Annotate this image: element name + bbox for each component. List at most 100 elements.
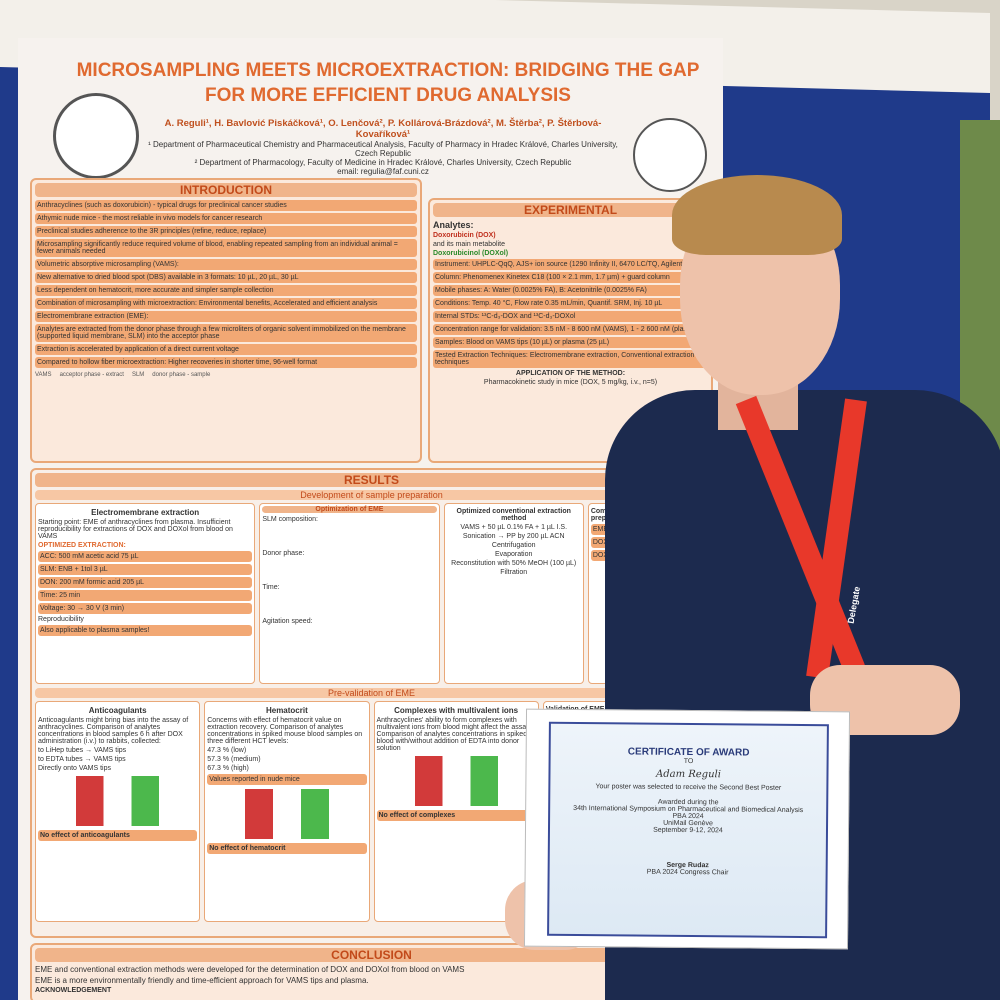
panel-title: Electromembrane extraction (91, 508, 200, 517)
label: Doxorubicin (DOX) (433, 232, 496, 239)
step: ACC: 500 mM acetic acid 75 µL (38, 551, 253, 562)
step: SLM: ENB + 1tol 3 µL (38, 564, 253, 575)
affiliation: ² Department of Pharmacology, Faculty of… (194, 158, 572, 167)
result: No effect of hematocrit (207, 843, 367, 854)
certificate: CERTIFICATE OF AWARD TO Adam Reguli Your… (523, 708, 851, 950)
conclusion-line: EME and conventional extraction methods … (35, 965, 465, 974)
panel: Electromembrane extraction Starting point… (35, 503, 256, 684)
experimental-line: Concentration range for validation: 3.5 … (433, 324, 708, 335)
chart-label: Donor phase: (262, 550, 305, 557)
email: email: regulia@faf.cuni.cz (337, 167, 429, 176)
text: Your poster was selected to receive the … (595, 783, 782, 792)
note: Also applicable to plasma samples! (38, 625, 253, 636)
item: to LiHep tubes → VAMS tips (38, 747, 127, 754)
step: Sonication → PP by 200 µL ACN (462, 533, 565, 540)
chart-title: Reproducibility (38, 616, 84, 623)
experimental-line: Tested Extraction Techniques: Electromem… (433, 350, 708, 368)
label: Analytes: (433, 220, 474, 230)
step: Voltage: 30 → 30 V (3 min) (38, 603, 253, 614)
panel-title: Anticoagulants (88, 706, 147, 715)
item: Directly onto VAMS tips (38, 765, 112, 772)
conclusion: CONCLUSION EME and conventional extracti… (30, 943, 713, 1000)
panel: Hematocrit Concerns with effect of hemato… (204, 701, 370, 922)
bar-chart-image (217, 789, 357, 839)
step: Filtration (500, 569, 528, 576)
label: Doxorubicinol (DOXol) (433, 250, 509, 257)
title-line: MICROSAMPLING MEETS MICROEXTRACTION: BRI… (76, 60, 700, 81)
result: No effect of anticoagulants (38, 830, 198, 841)
chart-label: Agitation speed: (262, 618, 313, 625)
intro-item: Analytes are extracted from the donor ph… (35, 324, 417, 342)
introduction: INTRODUCTION Anthracyclines (such as dox… (30, 178, 422, 463)
signer-role: PBA 2024 Congress Chair (646, 868, 729, 877)
item: 47.3 % (low) (207, 747, 247, 754)
diagram-label: SLM (131, 372, 145, 378)
panel-text: Anticoagulants might bring bias into the… (38, 717, 189, 745)
conclusion-line: EME is a more environmentally friendly a… (35, 976, 369, 985)
intro-item: Preclinical studies adherence to the 3R … (35, 226, 417, 237)
intro-item: Compared to hollow fiber microextraction… (35, 357, 417, 368)
application: Pharmacokinetic study in mice (DOX, 5 mg… (483, 379, 658, 386)
label: and its main metabolite (433, 241, 505, 248)
intro-item: Less dependent on hematocrit, more accur… (35, 285, 417, 296)
chart-label: SLM composition: (262, 516, 318, 523)
step: Centrifugation (491, 542, 536, 549)
panel-title: Optimization of EME (262, 506, 437, 513)
panel-text: Concerns with effect of hematocrit value… (207, 717, 363, 745)
university-logo (53, 93, 139, 179)
diagram-label: acceptor phase - extract (59, 372, 124, 378)
authors: A. Reguli¹, H. Bavlović Piskáčková¹, O. … (164, 118, 602, 140)
experimental-line: Column: Phenomenex Kinetex C18 (100 × 2.… (433, 272, 708, 283)
diagram-label: VAMS (35, 372, 52, 378)
section-heading: EXPERIMENTAL (433, 203, 708, 217)
hair (672, 175, 842, 255)
diagram-label: donor phase - sample (152, 372, 211, 378)
intro-item: Combination of microsampling with microe… (35, 298, 417, 309)
application-heading: APPLICATION OF THE METHOD: (515, 370, 626, 377)
text: TO (683, 757, 694, 766)
title-line: FOR MORE EFFICIENT DRUG ANALYSIS (205, 85, 571, 106)
step: DON: 200 mM formic acid 205 µL (38, 577, 253, 588)
experimental-line: Mobile phases: A: Water (0.0025% FA), B:… (433, 285, 708, 296)
panel-text: Starting point: EME of anthracyclines fr… (38, 519, 233, 540)
panel: Anticoagulants Anticoagulants might bring… (35, 701, 201, 922)
lab-logo (633, 118, 707, 192)
item: to EDTA tubes → VAMS tips (38, 756, 126, 763)
section-heading: CONCLUSION (35, 948, 708, 962)
panel-title: Complexes with multivalent ions (394, 706, 519, 715)
acknowledgement: ACKNOWLEDGEMENT (35, 987, 112, 994)
sub-heading: Pre-validation of EME (35, 688, 708, 698)
intro-item: Electromembrane extraction (EME): (35, 311, 417, 322)
item: 67.3 % (high) (207, 765, 249, 772)
panel-title: Optimized conventional extraction method (456, 508, 571, 522)
bar-chart-image (48, 776, 188, 826)
intro-item: Athymic nude mice - the most reliable in… (35, 213, 417, 224)
result: No effect of complexes (376, 810, 536, 821)
intro-item: Microsampling significantly reduce requi… (35, 239, 417, 257)
section-heading: INTRODUCTION (35, 183, 417, 197)
bar-chart-image (386, 756, 526, 806)
experimental-line: Conditions: Temp. 40 °C, Flow rate 0.35 … (433, 298, 708, 309)
affiliation: ¹ Department of Pharmaceutical Chemistry… (148, 140, 618, 158)
intro-item: Volumetric absorptive microsampling (VAM… (35, 259, 417, 270)
panel: Optimization of EME SLM composition: Donor… (259, 503, 440, 684)
panel-text: Anthracyclines' ability to form complexe… (376, 717, 532, 752)
sub-heading: Development of sample preparation (35, 490, 708, 500)
poster-title: MICROSAMPLING MEETS MICROEXTRACTION: BRI… (58, 58, 718, 108)
note: Values reported in nude mice (207, 774, 367, 785)
step: VAMS + 50 µL 0.1% FA + 1 µL I.S. (460, 524, 568, 531)
step: Evaporation (495, 551, 533, 558)
intro-item: Anthracyclines (such as doxorubicin) - t… (35, 200, 417, 211)
intro-item: Extraction is accelerated by application… (35, 344, 417, 355)
panel: Complexes with multivalent ions Anthracyc… (373, 701, 539, 922)
step: Reconstitution with 50% MeOH (100 µL) (451, 560, 577, 567)
recipient: Adam Reguli (655, 768, 721, 781)
chart-label: Time: (262, 584, 280, 591)
section-heading: RESULTS (35, 473, 708, 487)
text: September 9-12, 2024 (653, 826, 723, 835)
step: Time: 25 min (38, 590, 253, 601)
item: 57.3 % (medium) (207, 756, 261, 763)
experimental-line: Internal STDs: ¹³C-d₃-DOX and ¹³C-d₃-DOX… (433, 311, 708, 322)
experimental-line: Samples: Blood on VAMS tips (10 µL) or p… (433, 337, 708, 348)
